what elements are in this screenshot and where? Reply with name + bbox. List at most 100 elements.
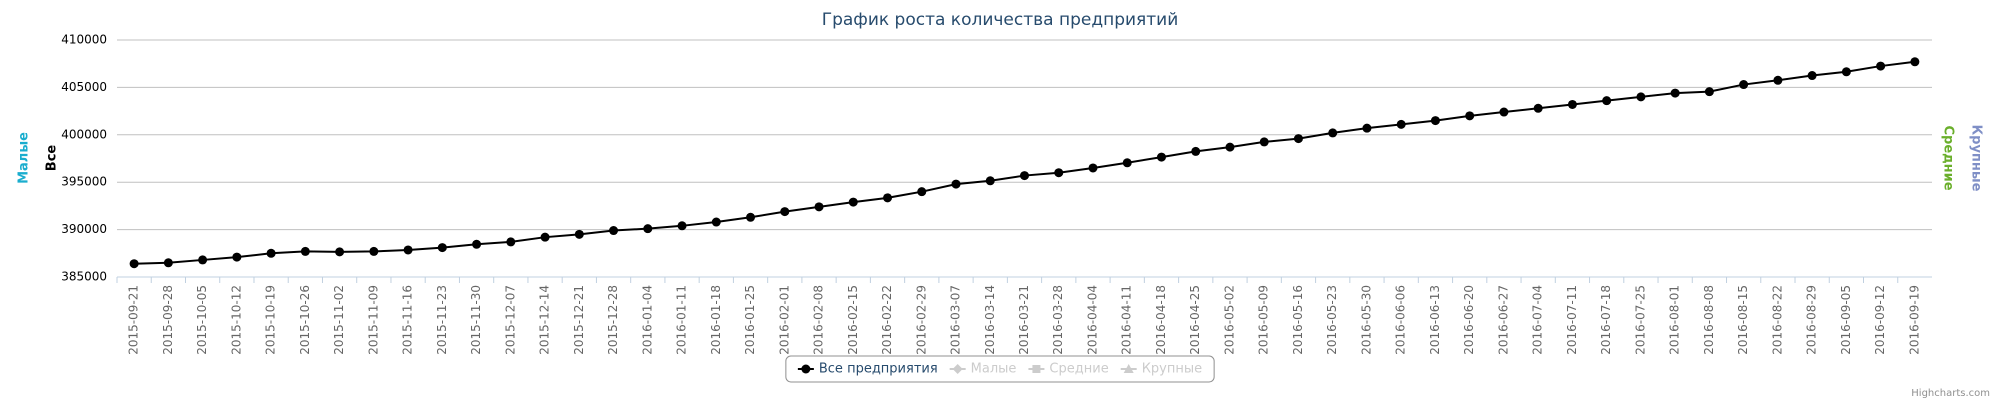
x-tick-label: 2016-04-25 [1188, 285, 1202, 355]
marker [1499, 107, 1509, 117]
x-tick-label: 2015-12-28 [606, 285, 620, 355]
legend: Все предприятия Малые Средние Крупные [785, 355, 1215, 383]
x-tick-label: 2016-03-07 [949, 285, 963, 355]
x-tick-label: 2016-06-27 [1496, 285, 1510, 355]
credits: Highcharts.com [1911, 388, 1990, 399]
marker [1123, 364, 1134, 373]
marker [1841, 67, 1851, 77]
marker [952, 364, 963, 374]
x-tick-label: 2015-11-09 [366, 285, 380, 355]
marker [1088, 163, 1098, 173]
x-tick-label: 2016-02-22 [880, 285, 894, 355]
marker [711, 217, 721, 227]
x-tick-label: 2016-03-21 [1017, 285, 1031, 355]
axis-title: Средние [1941, 125, 1956, 190]
y-tick-label: 405000 [61, 80, 107, 94]
legend-label: Все предприятия [819, 362, 938, 377]
marker [1156, 152, 1166, 162]
marker [1259, 137, 1269, 147]
x-tick-label: 2016-01-04 [640, 285, 654, 355]
x-tick-label: 2015-11-02 [332, 285, 346, 355]
marker [1328, 128, 1338, 138]
x-tick-label: 2016-03-28 [1051, 285, 1065, 355]
marker [266, 248, 276, 258]
marker [1739, 80, 1749, 90]
x-tick-label: 2016-09-05 [1839, 285, 1853, 355]
x-tick-label: 2016-03-14 [983, 285, 997, 355]
x-tick-label: 2015-10-19 [264, 285, 278, 355]
x-tick-label: 2015-10-05 [195, 285, 209, 355]
marker [129, 259, 139, 269]
marker [1773, 75, 1783, 85]
marker [574, 229, 584, 239]
x-tick-label: 2016-05-30 [1359, 285, 1373, 355]
legend-item[interactable]: Средние [1028, 362, 1109, 377]
marker [1636, 92, 1646, 102]
marker [403, 245, 413, 255]
x-tick-label: 2016-08-29 [1805, 285, 1819, 355]
x-tick-label: 2016-08-08 [1702, 285, 1716, 355]
marker [848, 197, 858, 207]
marker [609, 226, 619, 236]
marker [1670, 88, 1680, 98]
marker [1704, 87, 1714, 97]
x-tick-label: 2016-04-11 [1120, 285, 1134, 355]
legend-item[interactable]: Малые [949, 362, 1017, 377]
x-tick-label: 2016-02-29 [914, 285, 928, 355]
marker [163, 258, 173, 268]
marker [883, 193, 893, 203]
legend-item[interactable]: Крупные [1120, 362, 1202, 377]
y-tick-label: 390000 [61, 222, 107, 236]
marker [1362, 123, 1372, 133]
x-tick-label: 2016-04-18 [1154, 285, 1168, 355]
x-tick-label: 2016-07-04 [1531, 285, 1545, 355]
x-tick-label: 2016-09-19 [1907, 285, 1921, 355]
marker [1054, 168, 1064, 178]
x-tick-label: 2016-05-23 [1325, 285, 1339, 355]
x-tick-label: 2015-12-07 [503, 285, 517, 355]
marker [1020, 171, 1029, 181]
x-tick-label: 2016-08-15 [1736, 285, 1750, 355]
x-tick-label: 2016-05-02 [1222, 285, 1236, 355]
axis-title: Малые [17, 132, 32, 184]
marker [1191, 146, 1201, 156]
y-tick-label: 395000 [61, 175, 107, 189]
marker [677, 221, 687, 231]
y-tick-label: 410000 [61, 33, 107, 47]
x-tick-label: 2015-11-23 [435, 285, 449, 355]
x-tick-label: 2016-06-06 [1394, 285, 1408, 355]
x-tick-label: 2016-02-01 [777, 285, 791, 355]
x-tick-label: 2016-01-18 [709, 285, 723, 355]
x-tick-label: 2016-08-01 [1668, 285, 1682, 355]
marker [335, 247, 345, 257]
x-tick-label: 2016-07-11 [1565, 285, 1579, 355]
legend-item[interactable]: Все предприятия [797, 362, 938, 377]
x-tick-label: 2015-10-26 [298, 285, 312, 355]
x-tick-label: 2016-02-15 [846, 285, 860, 355]
marker [814, 202, 824, 212]
marker [437, 243, 447, 253]
marker [1225, 142, 1235, 152]
legend-box [785, 355, 1215, 383]
marker [951, 179, 961, 189]
legend-label: Малые [971, 362, 1017, 377]
marker [540, 232, 550, 242]
x-tick-label: 2015-11-30 [469, 285, 483, 355]
marker [232, 252, 242, 262]
x-tick-label: 2015-12-14 [538, 285, 552, 355]
marker [917, 187, 927, 197]
marker [1807, 71, 1817, 81]
x-tick-label: 2016-05-09 [1257, 285, 1271, 355]
marker [1567, 99, 1577, 109]
marker [1396, 119, 1406, 129]
x-tick-label: 2016-04-04 [1085, 285, 1099, 355]
marker [780, 207, 790, 217]
marker [801, 364, 811, 374]
x-tick-label: 2015-10-12 [229, 285, 243, 355]
marker [1533, 103, 1543, 113]
x-tick-label: 2016-02-08 [812, 285, 826, 355]
legend-label: Крупные [1142, 362, 1202, 377]
x-tick-label: 2016-07-25 [1633, 285, 1647, 355]
x-tick-label: 2016-01-11 [675, 285, 689, 355]
